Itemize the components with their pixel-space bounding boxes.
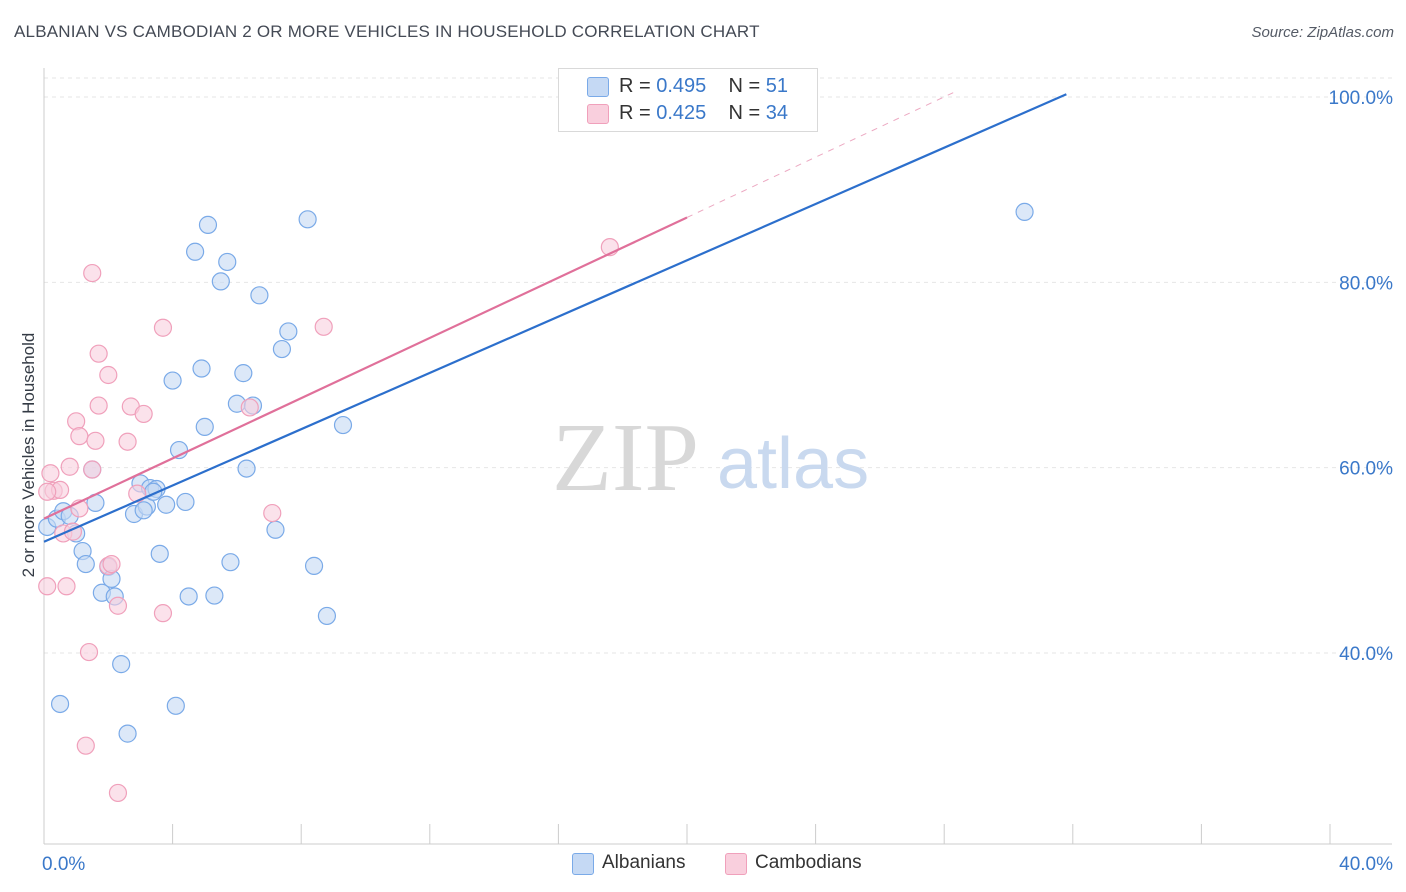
albanian-point xyxy=(317,606,337,626)
cambodian-point xyxy=(102,554,121,574)
albanian-point xyxy=(1015,202,1034,222)
albanian-point xyxy=(112,655,131,674)
albanian-point xyxy=(218,252,237,272)
albanian-point xyxy=(157,495,176,514)
trend-lines xyxy=(43,91,1067,543)
cambodian-point xyxy=(153,604,173,623)
cambodian-point xyxy=(57,577,76,596)
n-value-cambodians: 34 xyxy=(765,102,789,124)
albanian-point xyxy=(179,587,198,606)
y-tick-label: 60.0% xyxy=(1339,459,1393,480)
cambodian-point xyxy=(240,398,259,417)
albanian-point xyxy=(234,364,253,383)
y-tick-label: 80.0% xyxy=(1339,273,1393,294)
cambodian-point xyxy=(89,344,108,363)
cambodian-point xyxy=(60,457,79,476)
cambodian-point xyxy=(70,427,89,446)
cambodian-point xyxy=(76,736,95,755)
albanian-point xyxy=(266,520,285,539)
x-tick-label-max: 40.0% xyxy=(1339,854,1393,875)
y-tick-labels: 40.0% 60.0% 80.0% 100.0% xyxy=(1329,88,1394,665)
r-label: R = xyxy=(619,102,657,124)
cambodian-point xyxy=(153,318,173,337)
albanian-point xyxy=(237,459,256,478)
albanian-point xyxy=(221,553,240,572)
cambodian-point xyxy=(83,460,102,479)
chart-source: Source: ZipAtlas.com xyxy=(1251,24,1394,41)
x-tick-labels: 0.0% 40.0% xyxy=(42,854,1393,875)
y-tick-label: 100.0% xyxy=(1329,88,1394,109)
cambodian-point xyxy=(38,577,57,596)
albanians-legend-swatch xyxy=(572,853,594,875)
albanians-swatch xyxy=(587,77,609,97)
cambodian-point xyxy=(118,432,137,451)
albanian-point xyxy=(272,339,292,359)
r-value-cambodians: 0.425 xyxy=(656,102,707,124)
cambodian-point xyxy=(38,482,57,501)
r-value-albanians: 0.495 xyxy=(656,75,707,97)
albanian-point xyxy=(304,556,324,575)
albanian-point xyxy=(198,215,218,234)
albanian-point xyxy=(192,359,211,378)
r-label: R = xyxy=(619,75,657,97)
n-label: N = xyxy=(728,102,766,124)
axes xyxy=(43,68,1392,845)
albanian-point xyxy=(118,724,137,743)
albanian-point xyxy=(211,272,230,291)
albanians-trend-line xyxy=(43,93,1067,543)
cambodians-legend-label: Cambodians xyxy=(755,852,862,873)
cambodians-swatch xyxy=(587,104,609,124)
cambodian-point xyxy=(99,365,118,385)
cambodians-legend-swatch xyxy=(725,853,747,875)
albanian-point xyxy=(176,492,195,512)
x-tick-label-min: 0.0% xyxy=(42,854,85,875)
n-value-albanians: 51 xyxy=(765,75,789,97)
cambodian-point xyxy=(83,263,102,283)
albanian-point xyxy=(166,696,185,715)
albanian-point xyxy=(150,544,169,563)
albanian-point xyxy=(333,415,353,435)
chart-title: ALBANIAN VS CAMBODIAN 2 OR MORE VEHICLES… xyxy=(14,22,760,41)
correlation-legend: R = 0.495 N = 51 R = 0.425 N = 34 xyxy=(558,68,818,132)
albanian-point xyxy=(250,286,269,305)
cambodian-point xyxy=(89,396,108,415)
albanian-point xyxy=(205,586,224,605)
cambodian-point xyxy=(86,431,105,450)
albanian-point xyxy=(195,417,214,436)
y-tick-label: 40.0% xyxy=(1339,644,1393,665)
albanian-point xyxy=(76,554,95,574)
albanian-point xyxy=(298,210,317,229)
n-label: N = xyxy=(728,75,766,97)
albanian-point xyxy=(50,694,70,714)
cambodian-point xyxy=(314,317,333,336)
albanian-point xyxy=(163,371,182,390)
cambodian-point xyxy=(108,596,128,615)
cambodian-point xyxy=(134,404,153,424)
cambodians-points xyxy=(38,238,619,803)
cambodian-point xyxy=(263,503,282,523)
cambodians-trend-line xyxy=(43,216,688,520)
albanian-point xyxy=(186,242,205,261)
albanians-legend-label: Albanians xyxy=(602,852,686,873)
cambodian-point xyxy=(41,464,60,483)
albanian-point xyxy=(134,501,153,520)
albanian-point xyxy=(279,322,298,341)
albanians-points xyxy=(38,202,1034,743)
cambodian-point xyxy=(79,642,99,662)
watermark-zip: ZIP xyxy=(552,404,699,512)
cambodian-point xyxy=(67,412,86,431)
cambodians-trend-extension xyxy=(686,91,955,218)
cambodian-point xyxy=(108,783,128,803)
watermark-atlas: atlas xyxy=(717,424,869,504)
